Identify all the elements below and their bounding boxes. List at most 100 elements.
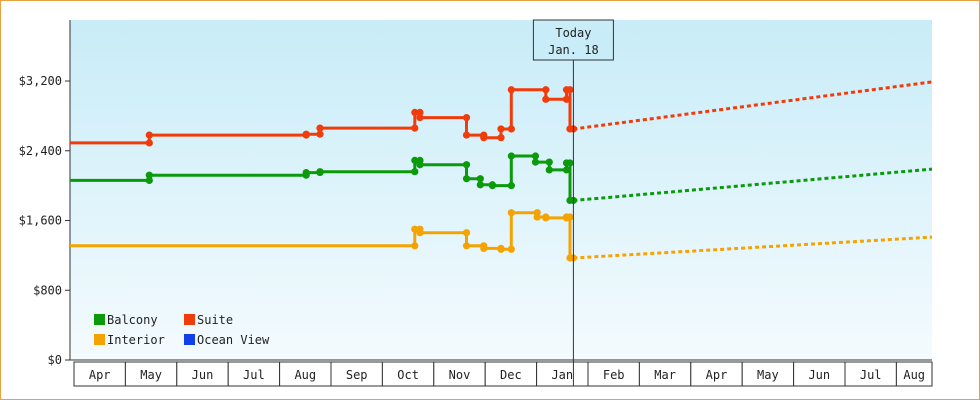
balcony-point [545,166,553,174]
suite-point [480,134,488,142]
interior-point [566,213,574,221]
suite-point [411,124,419,132]
legend-label-ocean-view: Ocean View [197,333,270,347]
suite-point [416,108,424,117]
interior-point [462,229,471,237]
balcony-point [316,168,324,176]
month-label: Aug [903,368,925,382]
suite-point [542,95,550,103]
interior-point [411,225,419,233]
suite-point [416,114,424,122]
suite-point [145,131,153,139]
suite-point [507,125,515,133]
legend-swatch-interior [94,334,105,345]
month-label: Apr [706,368,728,382]
month-label: Dec [500,368,522,382]
balcony-forecast-line [573,167,933,202]
suite-point [497,134,505,142]
month-label: May [140,368,162,382]
month-cell [844,361,897,387]
suite-point [316,124,324,132]
month-label: Nov [449,368,471,382]
month-cell [433,361,486,387]
legend-label-suite: Suite [197,313,233,327]
legend-label-interior: Interior [107,333,165,347]
y-tick-label: $2,400 [19,144,62,158]
month-label: Sep [346,368,368,382]
month-label: Feb [603,368,625,382]
y-tick-label: $1,600 [19,214,62,228]
balcony-point [302,168,310,177]
interior-point [507,245,515,253]
balcony-point [462,175,471,183]
legend-swatch-suite [184,314,195,325]
today-label: Today [555,26,591,40]
suite-point [316,130,324,138]
balcony-point [488,182,496,190]
month-cell [895,361,933,387]
y-tick-label: $3,200 [19,74,62,88]
balcony-point [145,171,153,179]
month-label: Jan [551,368,573,382]
balcony-point [562,166,571,174]
balcony-point [507,152,515,160]
today-date: Jan. 18 [548,43,599,57]
suite-point [497,125,505,133]
month-label: Aug [294,368,316,382]
suite-point [302,130,310,138]
y-tick-label: $800 [33,283,62,297]
balcony-point [145,176,153,185]
month-label: Jul [860,368,882,382]
suite-point [562,95,571,103]
balcony-point [476,175,484,183]
month-cell [73,361,126,387]
balcony-point [476,181,484,189]
plot-area [70,20,932,360]
month-cell [536,361,589,387]
balcony-point [411,168,419,176]
suite-point [411,108,419,117]
balcony-point [531,158,540,166]
suite-point [462,114,471,122]
suite-forecast-line [573,80,933,131]
month-label: Apr [89,368,111,382]
interior-point [480,244,488,253]
interior-point [416,229,424,237]
month-cell [690,361,743,387]
month-label: May [757,368,779,382]
month-cell [176,361,229,387]
month-cell [279,361,332,387]
suite-point [542,86,550,94]
interior-point [411,242,419,250]
legend-label-balcony: Balcony [107,313,158,327]
balcony-point [566,159,574,167]
month-label: Jun [192,368,214,382]
month-label: Oct [397,368,419,382]
balcony-point [462,161,471,169]
legend-swatch-ocean-view [184,334,195,345]
suite-point [145,139,153,147]
interior-point [507,209,515,217]
today-box [532,19,614,61]
balcony-point [545,158,553,166]
balcony-point [416,161,424,169]
legend-swatch-balcony [94,314,105,325]
suite-point [507,86,515,94]
balcony-point [411,156,419,164]
suite-point [566,86,574,94]
month-cell [638,361,692,387]
balcony-point [531,152,540,160]
month-cell [124,361,178,387]
month-cell [793,361,846,387]
interior-point [542,214,550,222]
suite-point [462,131,471,139]
interior-point [497,245,505,253]
interior-point [533,213,541,221]
month-label: Jun [808,368,830,382]
balcony-point [507,182,515,190]
interior-point [462,242,471,250]
month-cell [227,361,281,387]
interior-forecast-line [573,235,933,260]
month-label: Jul [243,368,265,382]
